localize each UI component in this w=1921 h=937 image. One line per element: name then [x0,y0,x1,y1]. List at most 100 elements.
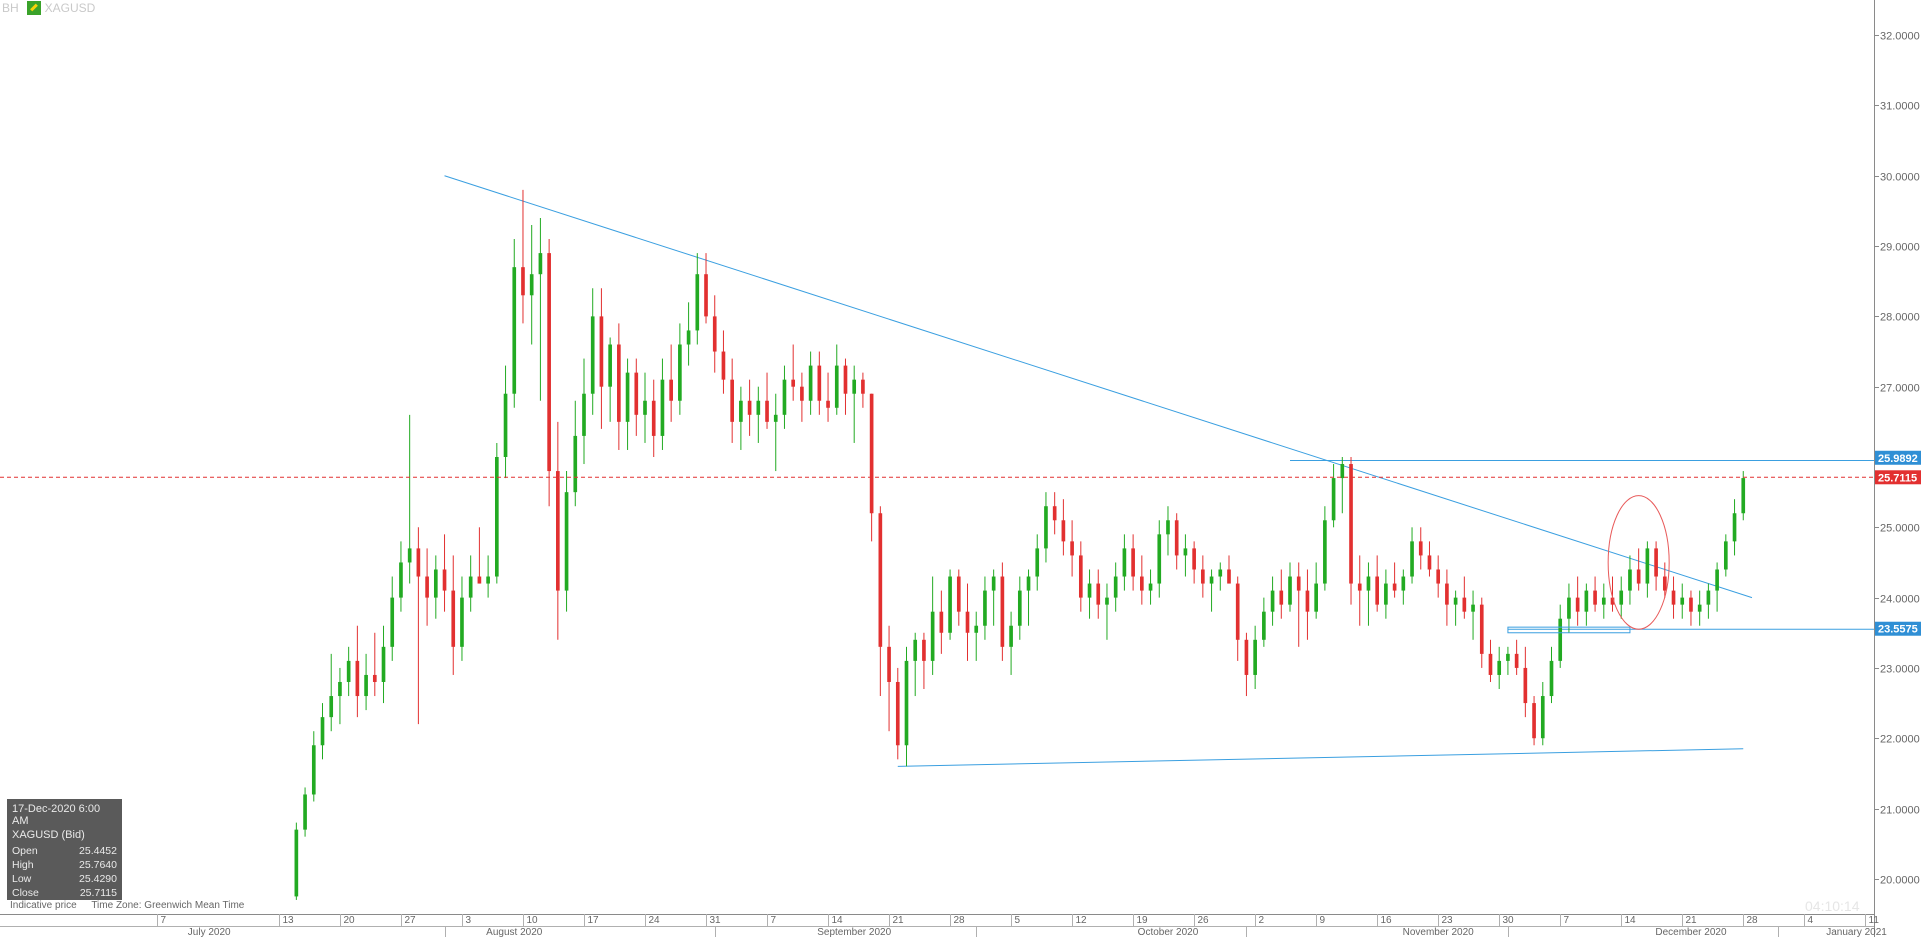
price-tick-label: 27.0000 [1880,383,1920,395]
day-tick-label: 14 [1625,915,1637,926]
candle-body [1244,639,1249,675]
candle-body [1218,569,1223,577]
bullish-candle [1732,499,1737,556]
day-tick-label: 14 [832,915,844,926]
badge-background [1875,621,1921,636]
candle-body [1122,548,1127,577]
bullish-candle [808,351,813,415]
candle-body [1052,506,1057,521]
bearish-candle [895,667,900,760]
candle-body [425,576,429,598]
day-tick-label: 27 [405,915,417,926]
bullish-candle [1044,492,1048,563]
candle-body [381,646,386,682]
bullish-candle [1567,583,1571,633]
breakout-ellipse [1607,495,1670,630]
candle-body [1061,520,1066,542]
bearish-candle [869,393,874,542]
bearish-candle [1523,646,1528,718]
bearish-candle [425,548,429,626]
bullish-candle [311,731,316,802]
bearish-candle [1671,576,1676,619]
candle-body [1113,576,1118,598]
header-prefix: BH [2,1,19,15]
bullish-candle [1401,569,1406,605]
month-label: July 2020 [188,927,231,937]
candle-body [564,492,569,591]
candle-body [765,400,769,422]
bearish-candle [965,583,970,661]
candle-body [338,681,342,697]
bullish-candle [1628,555,1632,605]
bearish-candle [843,358,848,415]
day-tick-label: 21 [893,915,905,926]
pencil-icon[interactable] [26,1,41,15]
candle-body [913,639,918,661]
candle-body [556,471,560,591]
candle-body [730,379,734,422]
bullish-candle [582,358,586,465]
bullish-candle [1314,562,1318,619]
bearish-candle [730,358,734,443]
bearish-candle [1305,569,1310,640]
info-label: Close [12,887,39,899]
candle-body [320,717,325,746]
badge-label: 25.7115 [1878,472,1917,484]
candle-body [1305,590,1310,612]
bullish-candle [1340,457,1345,514]
bearish-candle [355,625,360,718]
candle-body [800,386,804,401]
support-zone-box [1507,626,1631,634]
candle-body [1201,569,1205,584]
bullish-candle [503,365,508,479]
day-tick-label: 3 [466,915,472,926]
bullish-candle [1697,590,1702,626]
candle-body [1366,576,1371,591]
candle-body [817,365,822,401]
bullish-candle [460,576,464,661]
candle-body [904,660,909,746]
day-tick-label: 7 [1564,915,1570,926]
candle-body [303,794,307,830]
day-tick-label: 16 [1381,915,1393,926]
bullish-candle [1035,534,1040,591]
candle-body [608,344,612,387]
candle-body [956,576,961,612]
info-value: 25.4290 [79,873,117,885]
bearish-candle [634,358,639,436]
day-tick-label: 7 [161,915,167,926]
candle-body [747,400,752,415]
candle-body [521,267,525,296]
bearish-candle [765,372,769,429]
candle-body [1331,478,1336,521]
candle-body [1183,548,1188,556]
bullish-candle [1706,583,1711,619]
bearish-candle [1140,555,1144,605]
level-badge: 25.9892 [1875,450,1921,465]
candle-body [1209,576,1214,584]
bullish-candle [364,653,368,711]
candle-body [869,393,874,514]
bullish-candle [512,239,517,408]
bearish-candle [704,253,708,324]
candle-body [1279,590,1284,605]
bullish-candle [625,358,630,450]
candle-body [1070,541,1074,556]
bearish-candle [1654,541,1658,591]
candle-body [1000,576,1005,647]
bullish-candle [983,576,987,640]
bullish-candle [1715,562,1719,612]
candle-body [852,379,857,394]
bearish-candle [1357,555,1362,626]
bullish-candle [346,646,351,697]
candle-body [991,576,996,591]
badge-background [1875,450,1921,465]
candle-body [1558,618,1563,661]
candle-body [625,372,630,422]
day-tick-label: 23 [1442,915,1454,926]
bearish-candle [556,421,560,640]
bearish-candle [451,555,456,675]
candle-body [1689,597,1693,612]
candle-body [1488,653,1493,675]
